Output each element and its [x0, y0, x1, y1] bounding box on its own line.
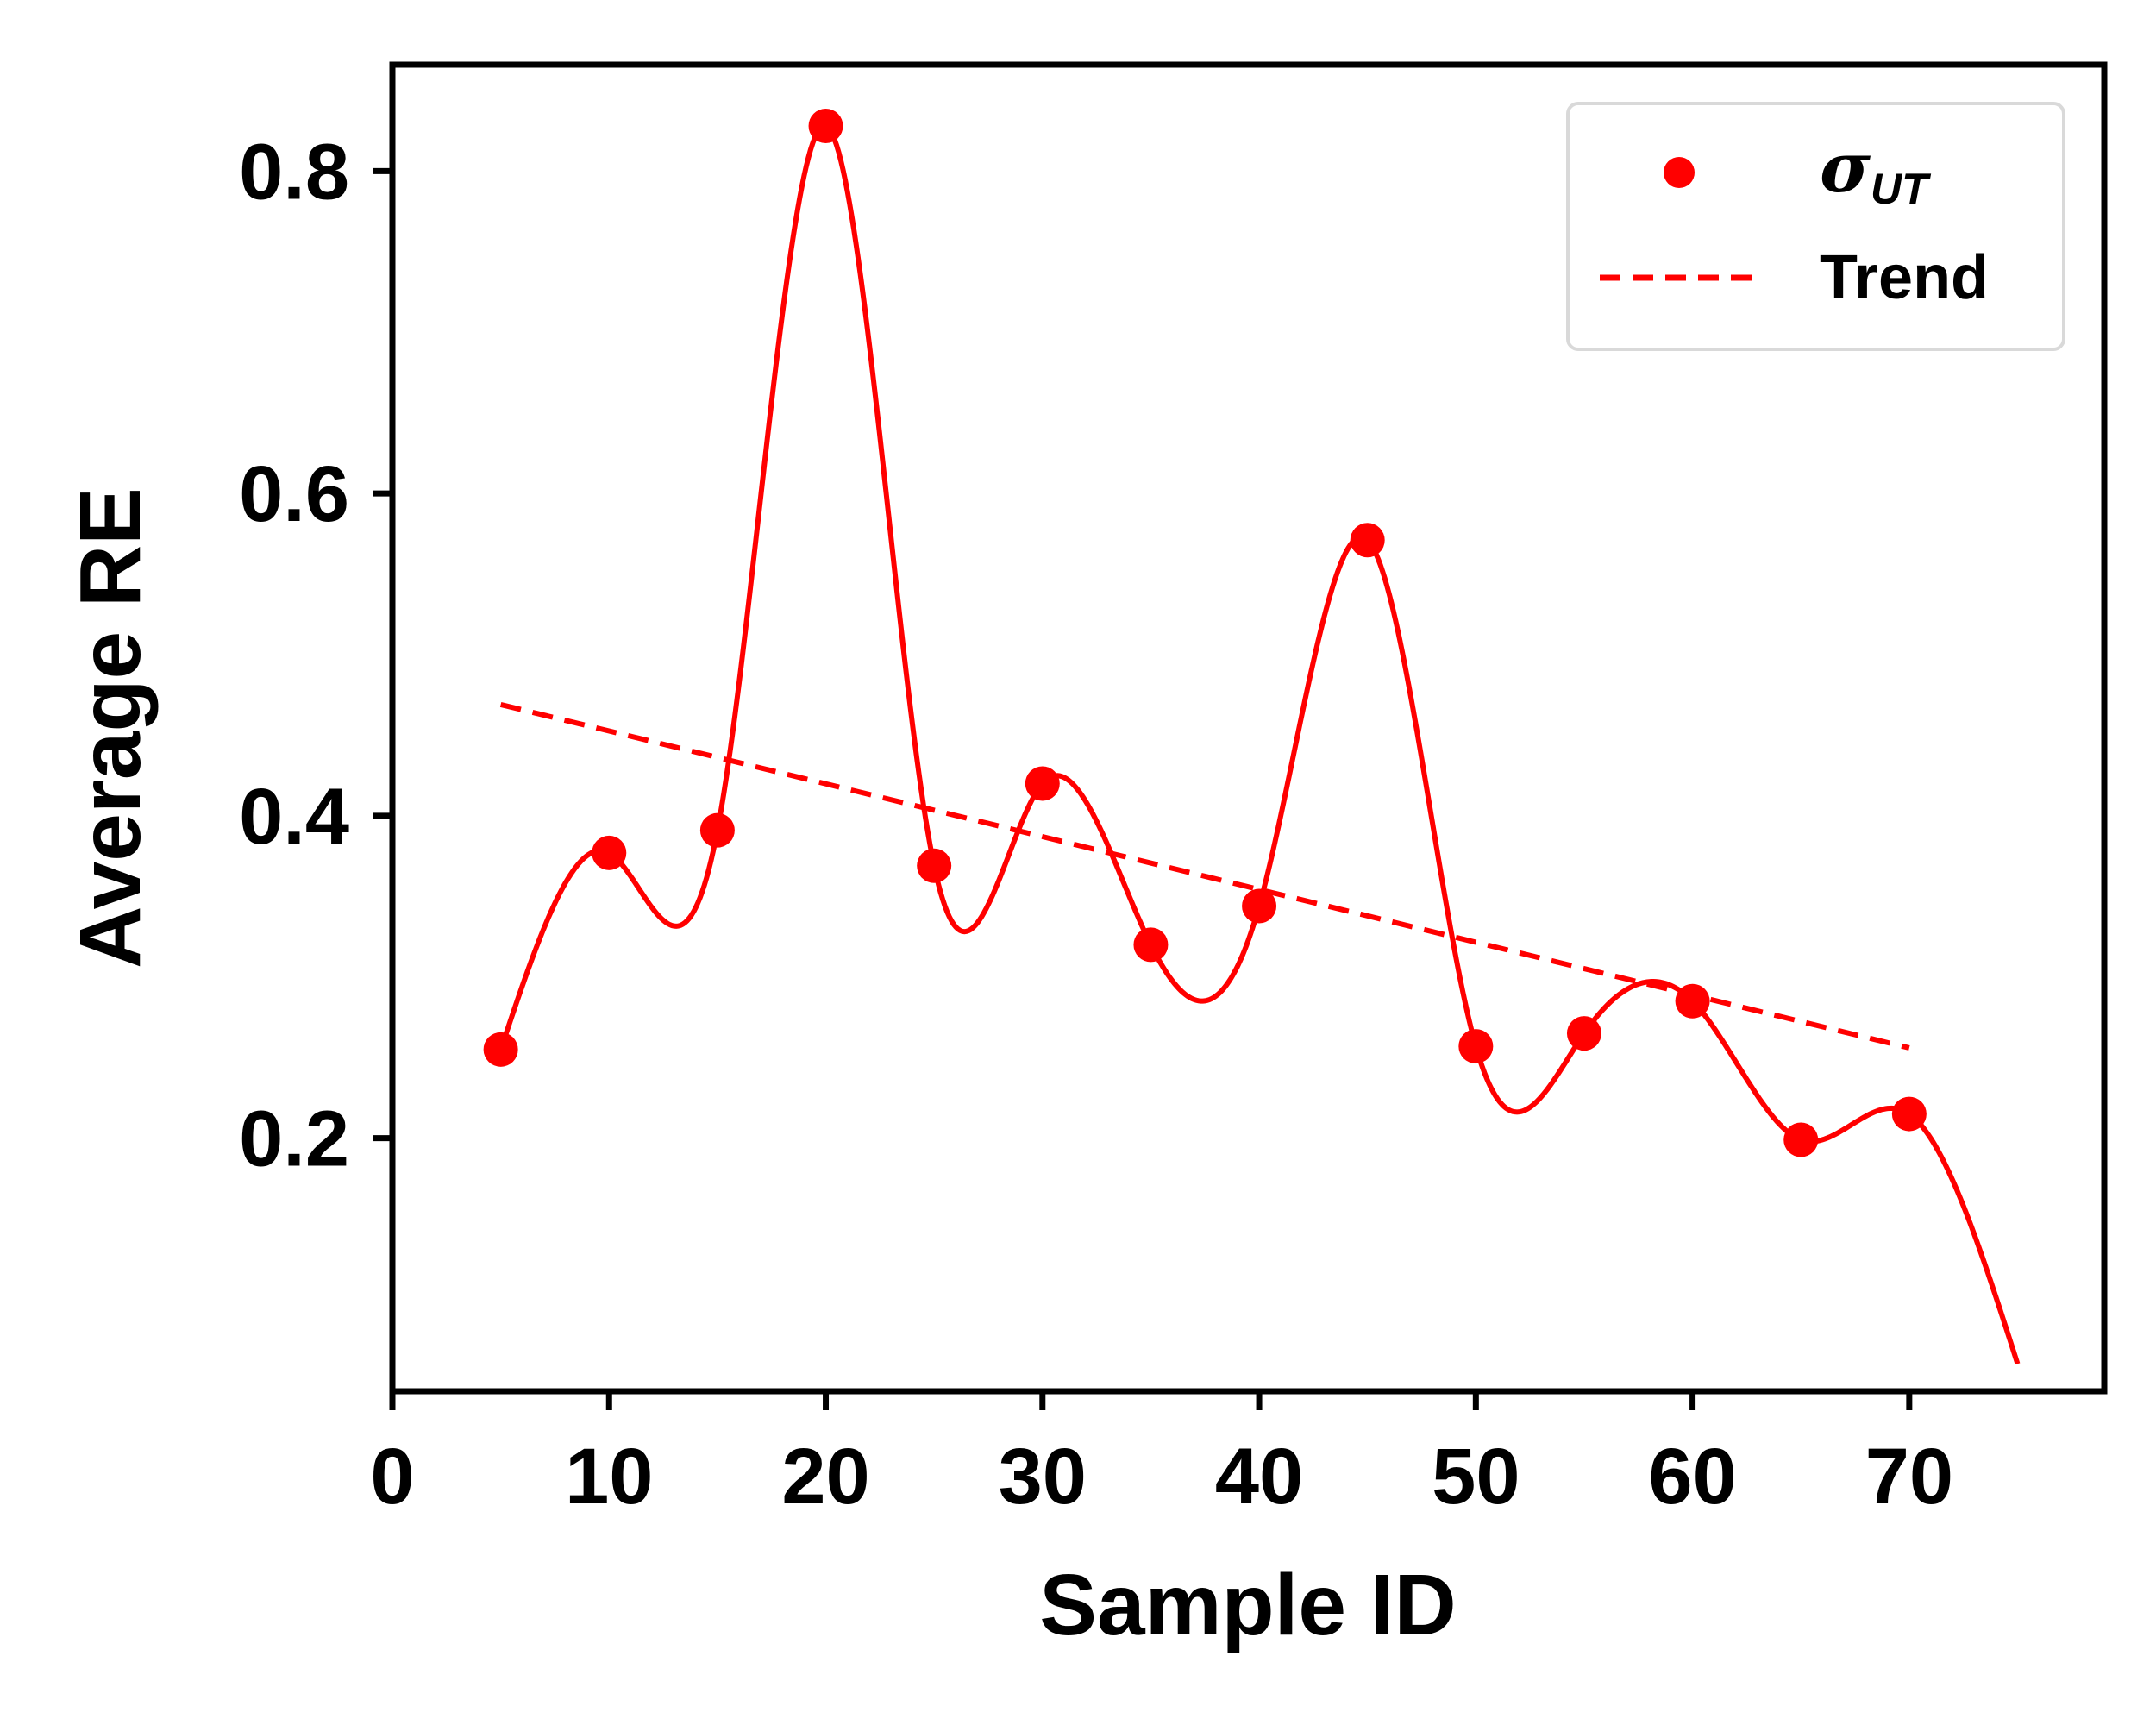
- legend: σUT Trend: [1566, 102, 2065, 351]
- data-point: [1891, 1096, 1927, 1132]
- data-point: [808, 109, 843, 144]
- data-point: [1566, 1016, 1601, 1051]
- x-tick-label: 30: [999, 1433, 1087, 1521]
- x-axis-title: Sample ID: [1039, 1557, 1457, 1653]
- x-tick-label: 0: [370, 1433, 414, 1521]
- data-points-layer: [483, 109, 1927, 1157]
- data-point: [1242, 888, 1277, 924]
- data-point: [1675, 983, 1710, 1019]
- data-point: [592, 835, 627, 870]
- x-tick-label: 70: [1865, 1433, 1953, 1521]
- data-point: [483, 1032, 518, 1067]
- data-point: [1350, 523, 1385, 558]
- y-axis: 0.2 0.4 0.6 0.8: [239, 128, 392, 1183]
- data-point: [917, 848, 952, 883]
- plot-frame: [389, 61, 2108, 1395]
- data-point: [1133, 927, 1169, 963]
- x-axis: 0 10 20 30 40 50 60 70: [370, 1391, 1953, 1521]
- x-tick-label: 20: [781, 1433, 869, 1521]
- y-tick-label: 0.2: [239, 1095, 349, 1183]
- legend-box: [1566, 102, 2065, 351]
- x-tick-label: 40: [1215, 1433, 1303, 1521]
- y-tick-label: 0.6: [239, 450, 349, 538]
- x-tick-label: 50: [1432, 1433, 1520, 1521]
- y-axis-title: Average RE: [62, 487, 159, 969]
- x-tick-label: 10: [565, 1433, 653, 1521]
- y-tick-label: 0.8: [239, 128, 349, 216]
- data-point: [699, 812, 735, 848]
- data-point: [1025, 766, 1060, 801]
- trend-line: [499, 701, 1910, 1051]
- y-tick-label: 0.4: [239, 773, 349, 861]
- legend-label-sigma-ut: σUT: [1820, 127, 1932, 213]
- x-tick-label: 60: [1648, 1433, 1736, 1521]
- data-point: [1458, 1029, 1494, 1064]
- legend-marker-sigma-ut: [1664, 157, 1695, 188]
- data-point: [1783, 1122, 1819, 1157]
- trend-line-layer: [499, 701, 1910, 1051]
- legend-label-trend: Trend: [1820, 243, 1989, 312]
